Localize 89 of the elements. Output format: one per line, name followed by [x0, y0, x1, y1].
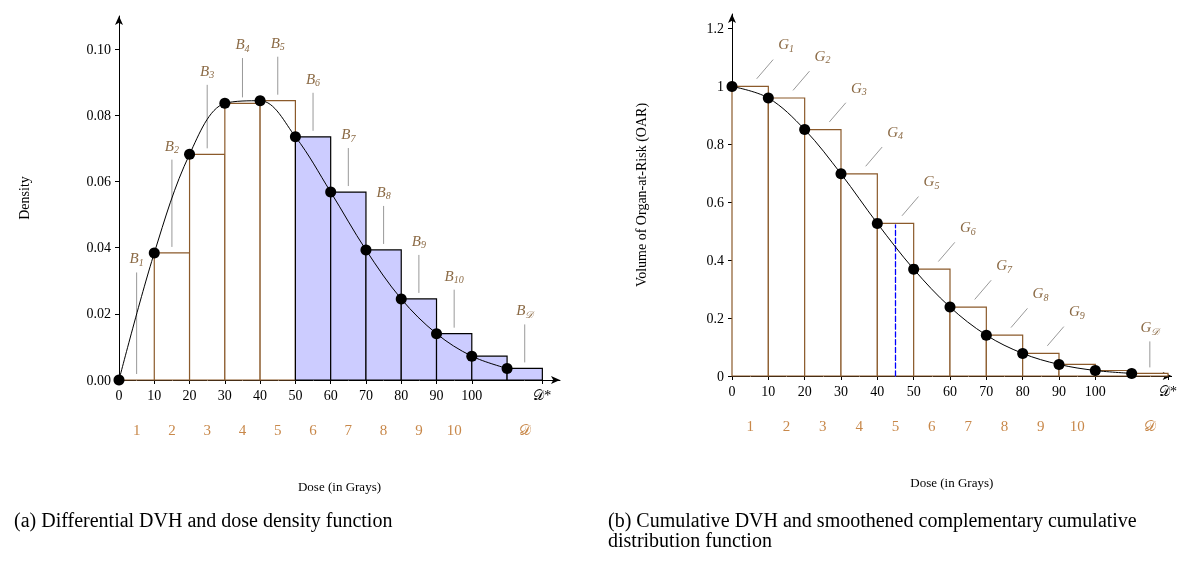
y-tick-label: 0.10	[86, 41, 111, 57]
category-label: 8	[1000, 417, 1009, 434]
category-label: 2	[782, 417, 791, 434]
point	[431, 328, 443, 340]
y-tick-label: 0.02	[86, 306, 111, 322]
point	[1089, 365, 1101, 376]
y-axis-title: Density	[16, 176, 32, 220]
y-tick-label: 0.2	[706, 310, 724, 326]
point	[501, 362, 513, 374]
point	[184, 148, 196, 160]
y-tick-label: 1	[717, 78, 724, 94]
x-tick-label: 90	[1052, 383, 1066, 399]
category-label: 9	[415, 421, 423, 438]
point	[980, 329, 992, 341]
category-label: 3	[203, 421, 211, 438]
x-tick-label: 90	[429, 387, 444, 403]
x-tick-label: 40	[870, 383, 885, 399]
category-label: 5	[891, 417, 900, 434]
point	[289, 131, 301, 143]
y-axis-title: Volume of Organ-at-Risk (OAR)	[633, 102, 650, 288]
point	[1053, 358, 1065, 370]
category-label: 5	[274, 421, 282, 438]
category-label: 10	[446, 421, 462, 438]
category-label: 1	[132, 421, 141, 438]
y-tick-label: 0.06	[86, 173, 111, 189]
x-tick-label: 50	[906, 383, 921, 399]
point	[113, 374, 125, 386]
category-label: 𝒟	[518, 421, 531, 438]
x-tick-label: 20	[797, 383, 812, 399]
x-axis-title: Dose (in Grays)	[297, 479, 382, 494]
x-tick-label: 10	[761, 383, 776, 399]
point	[254, 95, 266, 107]
point	[835, 168, 847, 180]
category-label: 2	[168, 421, 176, 438]
y-tick-label: 0.04	[86, 240, 111, 256]
x-tick-label: 80	[1015, 383, 1030, 399]
text: (b) Cumulative DVH and smoothened complementary cumulative distribution function	[608, 509, 1142, 551]
category-label: 6	[928, 417, 936, 434]
x-tick-label: 𝒟*	[533, 387, 552, 403]
x-tick-label: 60	[943, 383, 957, 399]
x-tick-label: 50	[288, 387, 303, 403]
point	[395, 293, 407, 305]
point	[219, 97, 231, 109]
point	[908, 263, 920, 275]
x-tick-label: 20	[182, 387, 197, 403]
x-tick-label: 30	[834, 383, 848, 399]
x-tick-label: 100	[1084, 383, 1106, 399]
y-tick-label: 0.8	[706, 136, 724, 152]
point	[360, 244, 372, 256]
x-tick-label: 70	[979, 383, 994, 399]
point	[148, 247, 160, 259]
category-label: 1	[746, 417, 754, 434]
point	[762, 92, 774, 104]
point	[871, 217, 883, 229]
x-tick-label: 80	[394, 387, 409, 403]
point	[325, 186, 337, 198]
category-label: 8	[379, 421, 388, 438]
category-label: 7	[344, 421, 353, 438]
category-label: 9	[1037, 417, 1045, 434]
category-label: 10	[1069, 417, 1085, 434]
category-label: 𝒟	[1143, 417, 1156, 434]
x-tick-label: 𝒟*	[1159, 383, 1177, 399]
x-tick-label: 0	[728, 383, 736, 399]
y-tick-label: 0.6	[706, 194, 724, 210]
x-tick-label: 60	[323, 387, 338, 403]
point	[944, 301, 956, 313]
category-label: 4	[855, 417, 863, 434]
category-label: 3	[819, 417, 827, 434]
category-label: 7	[964, 417, 972, 434]
y-tick-label: 0	[717, 368, 724, 384]
point	[1126, 367, 1138, 379]
category-label: 6	[309, 421, 317, 438]
x-axis-title: Dose (in Grays)	[910, 475, 994, 490]
y-tick-label: 0.00	[86, 372, 111, 388]
x-tick-label: 0	[115, 387, 123, 403]
y-tick-label: 0.08	[86, 107, 111, 123]
x-tick-label: 30	[217, 387, 232, 403]
x-tick-label: 10	[147, 387, 162, 403]
y-tick-label: 1.2	[706, 20, 724, 36]
point	[466, 350, 478, 362]
x-tick-label: 100	[461, 387, 483, 403]
x-tick-label: 40	[253, 387, 268, 403]
y-tick-label: 0.4	[706, 252, 724, 268]
point	[1017, 347, 1029, 359]
point	[799, 124, 811, 136]
x-tick-label: 70	[358, 387, 373, 403]
text: (a) Differential DVH and dose density function	[14, 509, 393, 532]
point	[726, 80, 738, 92]
category-label: 4	[238, 421, 247, 438]
